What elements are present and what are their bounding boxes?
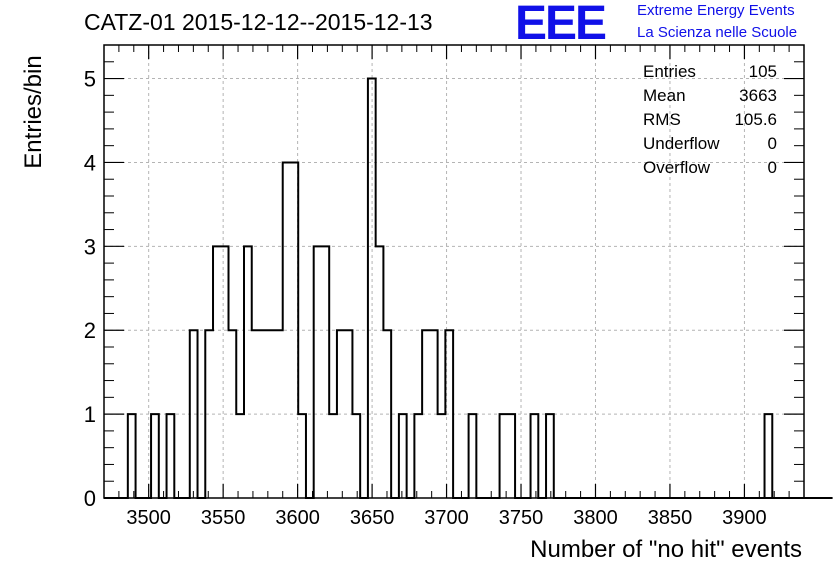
x-tick-label: 3550 [201,507,246,529]
stat-label: Entries [643,62,696,81]
axis-ticks: 3500 3550 3600 3650 3700 3750 3800 3850 39000123… [84,45,805,529]
logo-subtitle-2: La Scienza nelle Scuole [637,24,798,41]
chart-title: CATZ-01 2015-12-12--2015-12-13 [84,9,433,35]
stat-value: 105.6 [734,110,777,129]
x-tick-label: 3850 [648,507,693,529]
x-tick-label: 3650 [350,507,395,529]
y-tick-label: 4 [84,150,96,175]
stat-value: 3663 [739,86,777,105]
x-tick-label: 3750 [499,507,544,529]
stat-value: 0 [767,134,777,153]
x-tick-label: 3800 [573,507,618,529]
stat-row-overflow: Overflow 0 [643,156,777,180]
x-tick-label: 3600 [275,507,320,529]
stat-label: Overflow [643,158,711,177]
plot-frame [103,44,805,499]
stat-row-mean: Mean 3663 [643,84,777,108]
stat-value: 105 [748,62,777,81]
logo-subtitle-1: Extreme Energy Events [637,2,795,19]
stat-label: Underflow [643,134,720,153]
stat-row-entries: Entries 105 [643,60,777,84]
x-tick-label: 3900 [722,507,767,529]
stat-label: RMS [643,110,681,129]
stat-label: Mean [643,86,686,105]
y-tick-label: 2 [84,318,96,343]
x-axis-label: Number of "no hit" events [530,536,802,563]
stat-row-underflow: Underflow 0 [643,132,777,156]
stat-row-rms: RMS 105.6 [643,108,777,132]
y-tick-label: 5 [84,67,96,92]
stats-box: Entries 105 Mean 3663 RMS 105.6 Underflo… [643,60,777,180]
y-tick-label: 1 [84,402,96,427]
x-tick-label: 3500 [126,507,171,529]
stat-value: 0 [767,158,777,177]
y-tick-label: 0 [84,486,96,511]
eee-logo: EEE [515,0,607,50]
y-axis-label: Entries/bin [20,55,47,169]
y-tick-label: 3 [84,234,96,259]
x-tick-label: 3700 [424,507,469,529]
